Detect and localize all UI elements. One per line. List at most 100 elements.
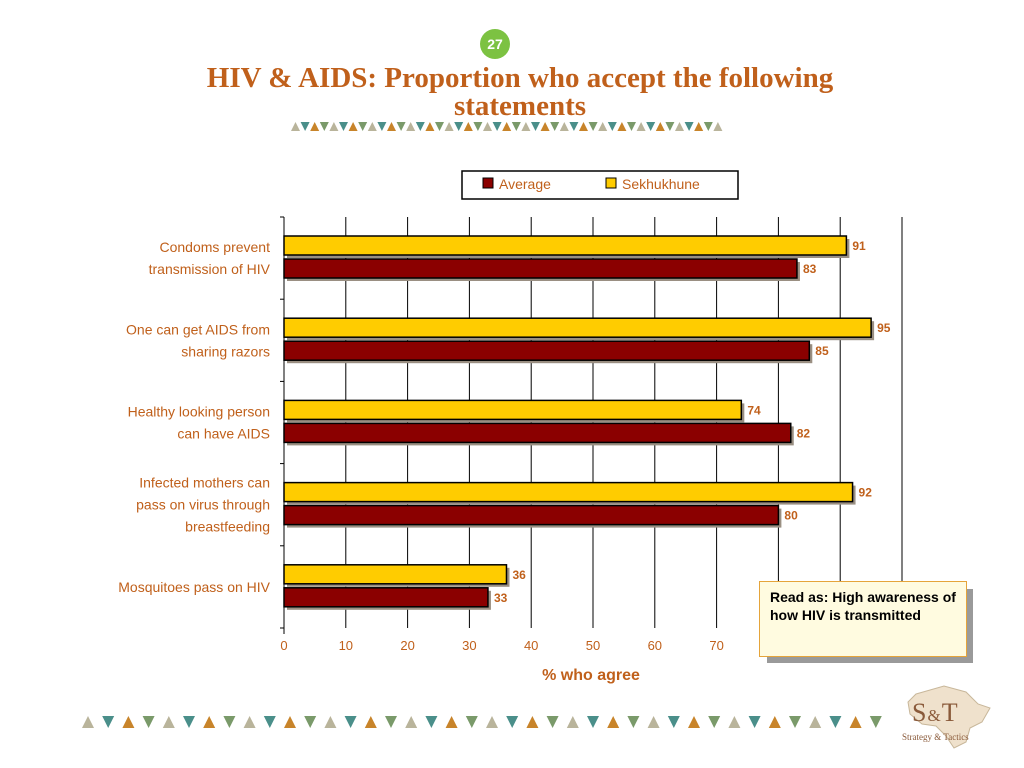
border-triangle: [703, 122, 713, 131]
border-triangle: [869, 716, 882, 728]
chart-legend: Average Sekhukhune: [461, 170, 739, 200]
border-triangle: [492, 122, 502, 131]
border-triangle: [263, 716, 276, 728]
category-label: One can get AIDS from: [126, 321, 270, 337]
category-label: Mosquitoes pass on HIV: [118, 579, 270, 595]
value-label: 85: [815, 344, 829, 358]
legend-swatch-sekhukhune: [605, 177, 617, 189]
category-label: Healthy looking person: [128, 404, 270, 420]
border-triangle: [546, 716, 559, 728]
border-triangle: [607, 716, 620, 728]
title-line-1: HIV & AIDS: Proportion who accept the fo…: [206, 62, 834, 94]
category-label: transmission of HIV: [149, 261, 271, 277]
page-number-badge: 27: [480, 29, 510, 59]
border-triangle: [102, 716, 115, 728]
chart-axes: 0 10 20 30 40 50 60 70 Condoms prevent transmissi…: [118, 216, 724, 653]
border-triangle: [665, 122, 675, 131]
border-triangle: [445, 716, 458, 728]
border-triangle: [387, 122, 396, 131]
category-label: Condoms prevent: [159, 239, 270, 255]
annotation-note: Read as: High awareness of how HIV is tr…: [759, 581, 967, 657]
x-axis-label: % who agree: [542, 667, 640, 684]
x-tick-label: 0: [280, 638, 287, 653]
company-logo: S&T Strategy & Tactics: [886, 684, 1010, 750]
value-label: 83: [803, 262, 817, 276]
border-triangle: [646, 122, 656, 131]
category-label: can have AIDS: [177, 426, 270, 442]
border-triangle: [502, 122, 512, 131]
border-triangle: [627, 122, 636, 131]
value-label: 92: [859, 486, 873, 500]
border-triangle: [300, 122, 310, 131]
border-triangle: [310, 122, 320, 131]
border-triangle: [486, 716, 498, 728]
border-triangle: [324, 716, 337, 728]
border-triangle: [607, 122, 617, 131]
border-triangle: [444, 122, 454, 131]
value-label: 74: [747, 403, 761, 417]
bar-average: [283, 258, 798, 279]
border-triangle: [531, 122, 540, 131]
border-triangle: [688, 716, 700, 728]
border-triangle: [405, 716, 418, 728]
bottom-triangle-border: [82, 716, 882, 728]
border-triangle: [728, 716, 741, 728]
border-triangle: [364, 716, 377, 728]
category-label: pass on virus through: [136, 497, 270, 513]
border-triangle: [540, 122, 550, 131]
value-label: 91: [852, 239, 866, 253]
border-triangle: [694, 122, 704, 131]
x-tick-label: 20: [400, 638, 414, 653]
bar-sekhukhune: [283, 399, 743, 421]
border-triangle: [521, 122, 531, 131]
title-line-2: statements: [453, 90, 587, 122]
border-triangle: [655, 122, 665, 131]
border-triangle: [425, 122, 435, 131]
value-label: 33: [494, 591, 508, 605]
border-triangle: [377, 122, 387, 131]
border-triangle: [627, 716, 640, 728]
border-triangle: [636, 122, 646, 131]
logo-tagline: Strategy & Tactics: [902, 732, 969, 742]
category-label: breastfeeding: [185, 519, 270, 535]
bar-sekhukhune: [283, 235, 848, 256]
border-triangle: [162, 716, 175, 728]
border-triangle: [588, 122, 598, 131]
category-label: Infected mothers can: [139, 475, 270, 491]
legend-swatch-average: [482, 177, 494, 189]
africa-map-icon: [907, 685, 991, 749]
border-triangle: [367, 122, 377, 131]
bar-sekhukhune: [283, 317, 872, 338]
x-tick-label: 70: [709, 638, 723, 653]
border-triangle: [122, 716, 135, 728]
border-triangle: [506, 716, 519, 728]
legend-label-sekhukhune: Sekhukhune: [622, 176, 700, 192]
border-triangle: [647, 716, 660, 728]
border-triangle: [243, 716, 256, 728]
chart-bars: 91 83 95 85 74 82 92 80 36 33: [283, 235, 891, 610]
border-triangle: [396, 122, 406, 131]
value-label: 36: [512, 568, 526, 582]
border-triangle: [566, 716, 579, 728]
border-triangle: [667, 716, 680, 728]
border-triangle: [675, 122, 684, 131]
category-label: sharing razors: [181, 343, 270, 359]
border-triangle: [304, 716, 317, 728]
border-triangle: [849, 716, 862, 728]
legend-label-average: Average: [499, 176, 551, 192]
border-triangle: [748, 716, 761, 728]
border-triangle: [454, 122, 464, 131]
border-triangle: [339, 122, 348, 131]
bar-sekhukhune: [283, 564, 508, 585]
value-label: 80: [784, 509, 798, 523]
border-triangle: [385, 716, 397, 728]
border-triangle: [319, 122, 329, 131]
border-triangle: [598, 122, 608, 131]
bar-average: [283, 587, 489, 608]
border-triangle: [617, 122, 627, 131]
border-triangle: [550, 122, 560, 131]
border-triangle: [559, 122, 569, 131]
border-triangle: [463, 122, 473, 131]
border-triangle: [708, 716, 721, 728]
